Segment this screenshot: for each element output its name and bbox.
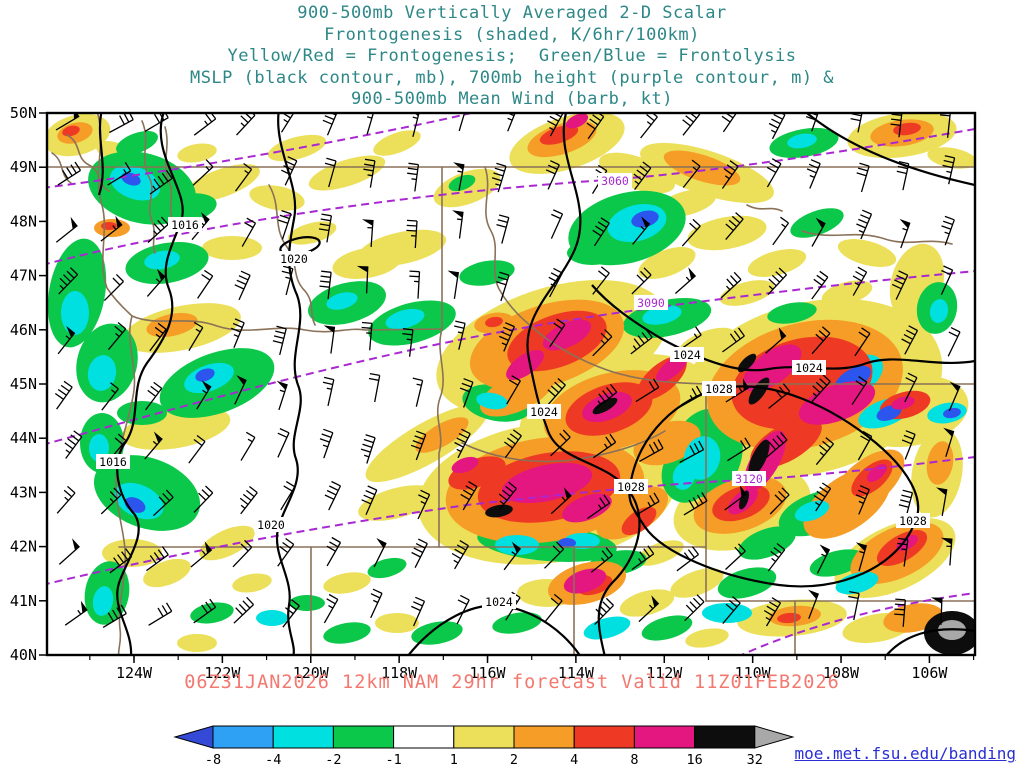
svg-text:-2: -2	[325, 752, 341, 768]
svg-text:42N: 42N	[10, 538, 37, 556]
svg-text:120W: 120W	[293, 664, 330, 682]
svg-text:3120: 3120	[735, 472, 763, 486]
svg-text:40N: 40N	[10, 646, 37, 664]
title-line-4: MSLP (black contour, mb), 700mb height (…	[189, 67, 835, 88]
svg-text:47N: 47N	[10, 267, 37, 285]
frontogenesis-shading	[47, 113, 975, 655]
svg-text:118W: 118W	[381, 664, 418, 682]
svg-text:-4: -4	[265, 752, 281, 768]
svg-text:45N: 45N	[10, 375, 37, 393]
isobar-1024-east	[591, 284, 975, 372]
forecast-caption: 06Z31JAN2026 12km NAM 29hr forecast Vali…	[184, 672, 840, 693]
svg-text:3060: 3060	[601, 174, 629, 188]
svg-text:1024: 1024	[673, 348, 701, 362]
svg-text:114W: 114W	[558, 664, 595, 682]
svg-text:-1: -1	[385, 752, 401, 768]
isobar-1024-west	[526, 113, 641, 655]
id-mt-border	[484, 166, 707, 385]
svg-text:48N: 48N	[10, 212, 37, 230]
title-line-5: 900-500mb Mean Wind (barb, kt)	[350, 89, 674, 109]
mt-river-squiggle	[746, 204, 783, 212]
isobar-bottomright	[885, 628, 975, 655]
height-contour-3060	[47, 128, 975, 265]
height-contour-3090	[47, 270, 975, 445]
title-line-2: Frontogenesis (shaded, K/6hr/100km)	[324, 24, 700, 45]
title-line-1: 900-500mb Vertically Averaged 2-D Scalar	[297, 3, 727, 23]
isobar-1020	[275, 113, 302, 655]
svg-text:1016: 1016	[171, 218, 199, 232]
svg-text:106W: 106W	[911, 664, 948, 682]
svg-text:46N: 46N	[10, 321, 37, 339]
svg-text:50N: 50N	[10, 104, 37, 122]
svg-text:4: 4	[570, 752, 578, 768]
chart-title: 900-500mb Vertically Averaged 2-D Scalar…	[0, 3, 1024, 111]
svg-text:1024: 1024	[530, 405, 558, 419]
svg-text:116W: 116W	[469, 664, 506, 682]
credit-link[interactable]: moe.met.fsu.edu/banding	[794, 744, 1016, 763]
svg-text:1024: 1024	[795, 361, 823, 375]
svg-text:32: 32	[747, 752, 763, 768]
svg-text:110W: 110W	[735, 664, 772, 682]
svg-text:1016: 1016	[99, 455, 127, 469]
svg-text:1020: 1020	[280, 252, 308, 266]
svg-text:49N: 49N	[10, 158, 37, 176]
svg-text:8: 8	[630, 752, 638, 768]
svg-text:1028: 1028	[705, 382, 733, 396]
svg-text:41N: 41N	[10, 592, 37, 610]
colorbar-legend: -8 -4 -2 -1 1 2 4 8 16 32	[173, 725, 795, 768]
height-contour	[47, 113, 476, 189]
columbia-river	[268, 184, 316, 326]
svg-text:112W: 112W	[646, 664, 683, 682]
isobar-topleft	[97, 113, 104, 196]
svg-text:124W: 124W	[116, 664, 153, 682]
contour-value-labels: 1016 1016 1020 1020 1024 1024 1024 1028 1028 1028…	[96, 173, 930, 609]
isobar-1024-south	[407, 604, 581, 655]
title-line-3: Yellow/Red = Frontogenesis; Green/Blue =…	[227, 46, 797, 66]
height-contour-3120	[47, 456, 975, 585]
or-id-border	[436, 328, 444, 548]
svg-text:16: 16	[686, 752, 702, 768]
missouri-river	[801, 230, 953, 245]
axis-labels: 50N 49N 48N 47N 46N 45N 44N 43N 42N 41N 40N 124W 122…	[10, 104, 975, 682]
svg-text:1028: 1028	[899, 514, 927, 528]
svg-text:-8: -8	[205, 752, 221, 768]
svg-text:2: 2	[510, 752, 518, 768]
state-borders	[47, 113, 975, 655]
svg-text:1020: 1020	[257, 518, 285, 532]
svg-text:43N: 43N	[10, 483, 37, 501]
svg-text:1028: 1028	[617, 480, 645, 494]
pacific-coastline	[96, 113, 136, 655]
svg-text:108W: 108W	[823, 664, 860, 682]
svg-text:44N: 44N	[10, 429, 37, 447]
svg-text:122W: 122W	[204, 664, 241, 682]
wind-barbs	[54, 113, 961, 628]
svg-text:3090: 3090	[637, 296, 665, 310]
svg-text:1024: 1024	[485, 595, 513, 609]
svg-text:1: 1	[450, 752, 458, 768]
